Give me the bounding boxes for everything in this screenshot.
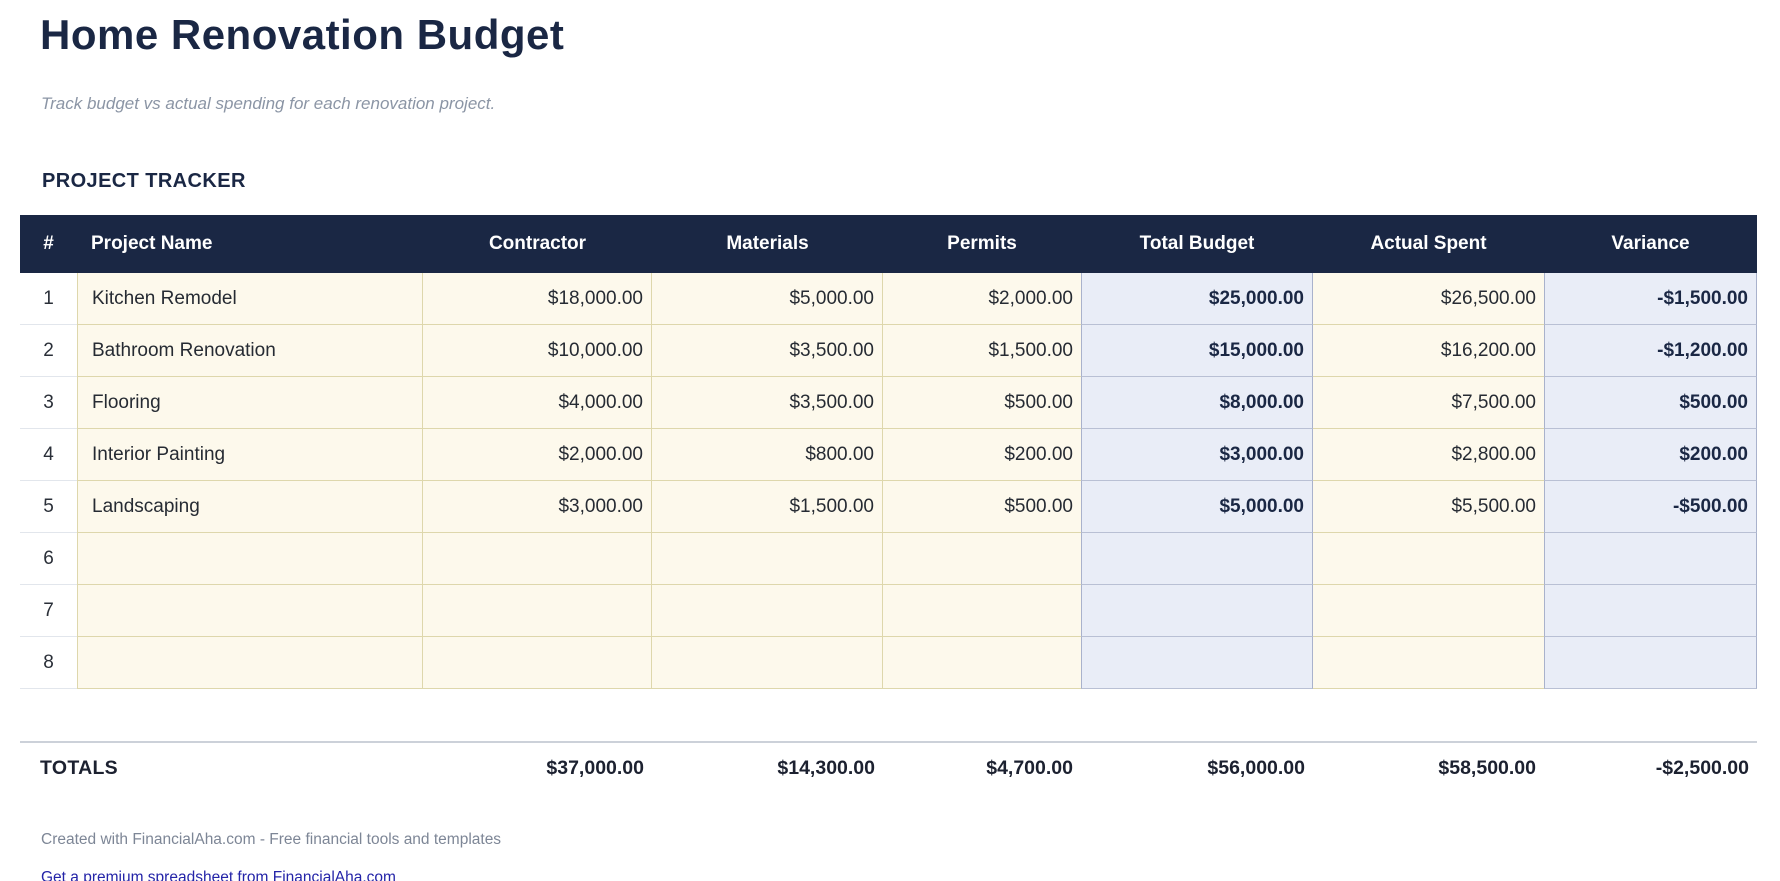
cell-project-name: [77, 585, 423, 638]
table-row: 5 Landscaping $3,000.00 $1,500.00 $500.0…: [20, 481, 1757, 534]
column-header-variance: Variance: [1544, 215, 1757, 274]
column-header-actual-spent: Actual Spent: [1313, 215, 1544, 274]
cell-actual-spent: [1313, 585, 1544, 638]
table-row: 8: [20, 637, 1757, 690]
cell-materials: [652, 533, 883, 586]
page-subtitle: Track budget vs actual spending for each…: [41, 94, 496, 114]
cell-permits: $500.00: [883, 481, 1081, 534]
cell-variance: -$1,200.00: [1544, 325, 1757, 378]
table-row: 6: [20, 533, 1757, 586]
totals-row: TOTALS $37,000.00 $14,300.00 $4,700.00 $…: [20, 741, 1757, 794]
cell-variance: [1544, 585, 1757, 638]
totals-variance: -$2,500.00: [1544, 741, 1757, 794]
cell-total-budget: $15,000.00: [1081, 325, 1313, 378]
table-row: 1 Kitchen Remodel $18,000.00 $5,000.00 $…: [20, 273, 1757, 326]
totals-permits: $4,700.00: [883, 741, 1081, 794]
cell-actual-spent: $16,200.00: [1313, 325, 1544, 378]
cell-variance: $200.00: [1544, 429, 1757, 482]
row-number: 6: [20, 533, 77, 586]
section-title-project-tracker: PROJECT TRACKER: [42, 170, 246, 193]
row-number: 4: [20, 429, 77, 482]
column-header-total-budget: Total Budget: [1081, 215, 1313, 274]
cell-total-budget: $8,000.00: [1081, 377, 1313, 430]
totals-actual-spent: $58,500.00: [1313, 741, 1544, 794]
cell-contractor: [423, 637, 652, 690]
row-number: 2: [20, 325, 77, 378]
totals-label: TOTALS: [20, 741, 423, 794]
cell-total-budget: [1081, 585, 1313, 638]
page-title: Home Renovation Budget: [40, 11, 565, 58]
cell-total-budget: $3,000.00: [1081, 429, 1313, 482]
cell-variance: [1544, 637, 1757, 690]
cell-materials: $1,500.00: [652, 481, 883, 534]
cell-materials: [652, 585, 883, 638]
spacer-row: [20, 689, 1757, 742]
cell-variance: $500.00: [1544, 377, 1757, 430]
cell-variance: -$500.00: [1544, 481, 1757, 534]
cell-actual-spent: $5,500.00: [1313, 481, 1544, 534]
footer-attribution-text: Created with FinancialAha.com - Free fin…: [41, 831, 502, 849]
cell-project-name: Bathroom Renovation: [77, 325, 423, 378]
cell-project-name: [77, 637, 423, 690]
row-number: 3: [20, 377, 77, 430]
totals-materials: $14,300.00: [652, 741, 883, 794]
project-tracker-table: # Project Name Contractor Materials Perm…: [20, 215, 1757, 794]
cell-contractor: [423, 585, 652, 638]
cell-project-name: [77, 533, 423, 586]
cell-total-budget: [1081, 637, 1313, 690]
table-row: 7: [20, 585, 1757, 638]
column-header-number: #: [20, 215, 77, 274]
column-header-permits: Permits: [883, 215, 1081, 274]
cell-variance: -$1,500.00: [1544, 273, 1757, 326]
premium-spreadsheet-link[interactable]: Get a premium spreadsheet from Financial…: [41, 869, 396, 881]
cell-total-budget: [1081, 533, 1313, 586]
cell-project-name: Flooring: [77, 377, 423, 430]
cell-project-name: Kitchen Remodel: [77, 273, 423, 326]
cell-contractor: $18,000.00: [423, 273, 652, 326]
cell-materials: $3,500.00: [652, 325, 883, 378]
cell-actual-spent: $7,500.00: [1313, 377, 1544, 430]
column-header-contractor: Contractor: [423, 215, 652, 274]
row-number: 1: [20, 273, 77, 326]
cell-permits: $2,000.00: [883, 273, 1081, 326]
table-row: 2 Bathroom Renovation $10,000.00 $3,500.…: [20, 325, 1757, 378]
table-header-row: # Project Name Contractor Materials Perm…: [20, 215, 1757, 274]
cell-permits: [883, 533, 1081, 586]
cell-total-budget: $25,000.00: [1081, 273, 1313, 326]
cell-materials: $5,000.00: [652, 273, 883, 326]
column-header-project-name: Project Name: [77, 215, 423, 274]
cell-permits: [883, 637, 1081, 690]
table-row: 4 Interior Painting $2,000.00 $800.00 $2…: [20, 429, 1757, 482]
cell-variance: [1544, 533, 1757, 586]
table-row: 3 Flooring $4,000.00 $3,500.00 $500.00 $…: [20, 377, 1757, 430]
cell-total-budget: $5,000.00: [1081, 481, 1313, 534]
cell-project-name: Landscaping: [77, 481, 423, 534]
cell-actual-spent: $26,500.00: [1313, 273, 1544, 326]
totals-contractor: $37,000.00: [423, 741, 652, 794]
cell-permits: $1,500.00: [883, 325, 1081, 378]
cell-materials: $800.00: [652, 429, 883, 482]
cell-contractor: [423, 533, 652, 586]
cell-contractor: $4,000.00: [423, 377, 652, 430]
cell-permits: $500.00: [883, 377, 1081, 430]
cell-actual-spent: [1313, 533, 1544, 586]
row-number: 7: [20, 585, 77, 638]
cell-project-name: Interior Painting: [77, 429, 423, 482]
cell-materials: $3,500.00: [652, 377, 883, 430]
cell-contractor: $2,000.00: [423, 429, 652, 482]
cell-permits: $200.00: [883, 429, 1081, 482]
column-header-materials: Materials: [652, 215, 883, 274]
row-number: 5: [20, 481, 77, 534]
cell-actual-spent: [1313, 637, 1544, 690]
cell-contractor: $3,000.00: [423, 481, 652, 534]
row-number: 8: [20, 637, 77, 690]
cell-permits: [883, 585, 1081, 638]
cell-materials: [652, 637, 883, 690]
cell-actual-spent: $2,800.00: [1313, 429, 1544, 482]
totals-total-budget: $56,000.00: [1081, 741, 1313, 794]
cell-contractor: $10,000.00: [423, 325, 652, 378]
